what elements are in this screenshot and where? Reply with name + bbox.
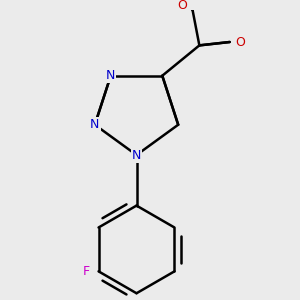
Text: N: N (90, 118, 100, 131)
Text: N: N (106, 69, 116, 82)
Text: F: F (83, 265, 90, 278)
Text: N: N (132, 148, 141, 161)
Text: O: O (178, 0, 188, 12)
Text: O: O (235, 35, 245, 49)
